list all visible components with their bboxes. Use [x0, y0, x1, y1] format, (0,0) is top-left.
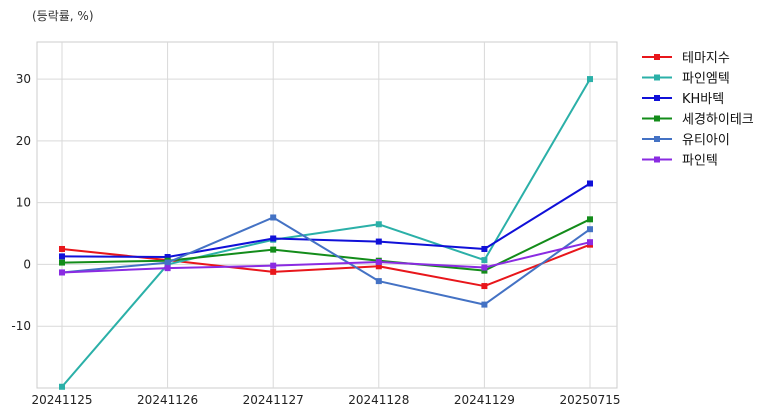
data-point — [270, 214, 277, 221]
data-point — [375, 263, 382, 270]
data-point — [375, 221, 382, 228]
data-point — [59, 383, 65, 390]
series-line — [61, 243, 591, 288]
legend-marker — [654, 74, 660, 81]
legend-item[interactable]: 유티아이 — [642, 133, 730, 148]
data-point — [59, 253, 65, 260]
data-point — [270, 262, 277, 269]
series-line — [61, 78, 591, 388]
legend-label: 세경하이테크 — [682, 113, 754, 128]
series-line — [61, 216, 591, 306]
x-axis-ticks: 20241125 20241126 20241127 20241128 20241129… — [31, 393, 620, 407]
data-point — [59, 259, 65, 266]
data-point — [481, 301, 488, 308]
legend-marker — [654, 136, 660, 142]
legend-label: 유티아이 — [682, 133, 730, 148]
x-tick-label: 20241125 — [31, 393, 92, 407]
series-line — [61, 182, 591, 259]
data-point — [481, 257, 488, 264]
data-point — [270, 268, 277, 275]
data-point — [481, 245, 488, 252]
data-point — [375, 238, 382, 245]
data-point — [481, 264, 488, 271]
x-tick-label: 20241126 — [137, 393, 198, 407]
data-point — [587, 216, 593, 223]
data-point — [270, 246, 277, 253]
series-lines — [59, 76, 593, 390]
y-tick-label: 10 — [16, 196, 31, 210]
data-point — [587, 76, 593, 83]
series-line — [61, 218, 591, 272]
data-point — [587, 239, 593, 246]
y-tick-label: -10 — [11, 319, 31, 333]
data-point — [164, 259, 171, 266]
data-point — [587, 226, 593, 233]
legend-marker — [654, 95, 660, 101]
y-tick-label: 0 — [23, 257, 31, 271]
gridlines — [37, 42, 617, 388]
series-line — [61, 241, 591, 274]
series-5 — [59, 239, 593, 276]
x-tick-label: 20241129 — [454, 393, 515, 407]
data-point — [59, 269, 65, 276]
legend-item[interactable]: 테마지수 — [642, 51, 730, 66]
x-tick-label: 20241128 — [348, 393, 409, 407]
data-point — [481, 267, 488, 274]
legend-item[interactable]: 파인텍 — [642, 154, 718, 169]
legend-label: 파인텍 — [682, 154, 718, 169]
legend-marker — [654, 115, 660, 122]
series-2 — [59, 180, 593, 261]
data-point — [481, 283, 488, 290]
y-axis-ticks: -10 0 10 20 30 — [11, 72, 31, 333]
y-tick-label: 20 — [16, 134, 31, 148]
legend-item[interactable]: 세경하이테크 — [642, 113, 754, 128]
data-point — [375, 278, 382, 285]
legend-label: KH바텍 — [682, 92, 724, 107]
data-point — [587, 180, 593, 187]
plot-area — [36, 41, 618, 389]
legend-item[interactable]: 파인엠텍 — [642, 72, 730, 87]
data-point — [164, 254, 171, 261]
unit-label: (등락률, %) — [32, 9, 94, 23]
x-tick-label: 20250715 — [559, 393, 620, 407]
x-tick-label: 20241127 — [243, 393, 304, 407]
legend-label: 파인엠텍 — [682, 72, 730, 87]
data-point — [59, 245, 65, 252]
data-point — [270, 235, 277, 242]
legend-marker — [654, 54, 660, 60]
legend-item[interactable]: KH바텍 — [642, 92, 724, 107]
data-point — [375, 258, 382, 265]
data-point — [164, 265, 171, 272]
legend-marker — [654, 156, 660, 163]
legend-label: 테마지수 — [682, 51, 730, 66]
y-tick-label: 30 — [16, 72, 31, 86]
